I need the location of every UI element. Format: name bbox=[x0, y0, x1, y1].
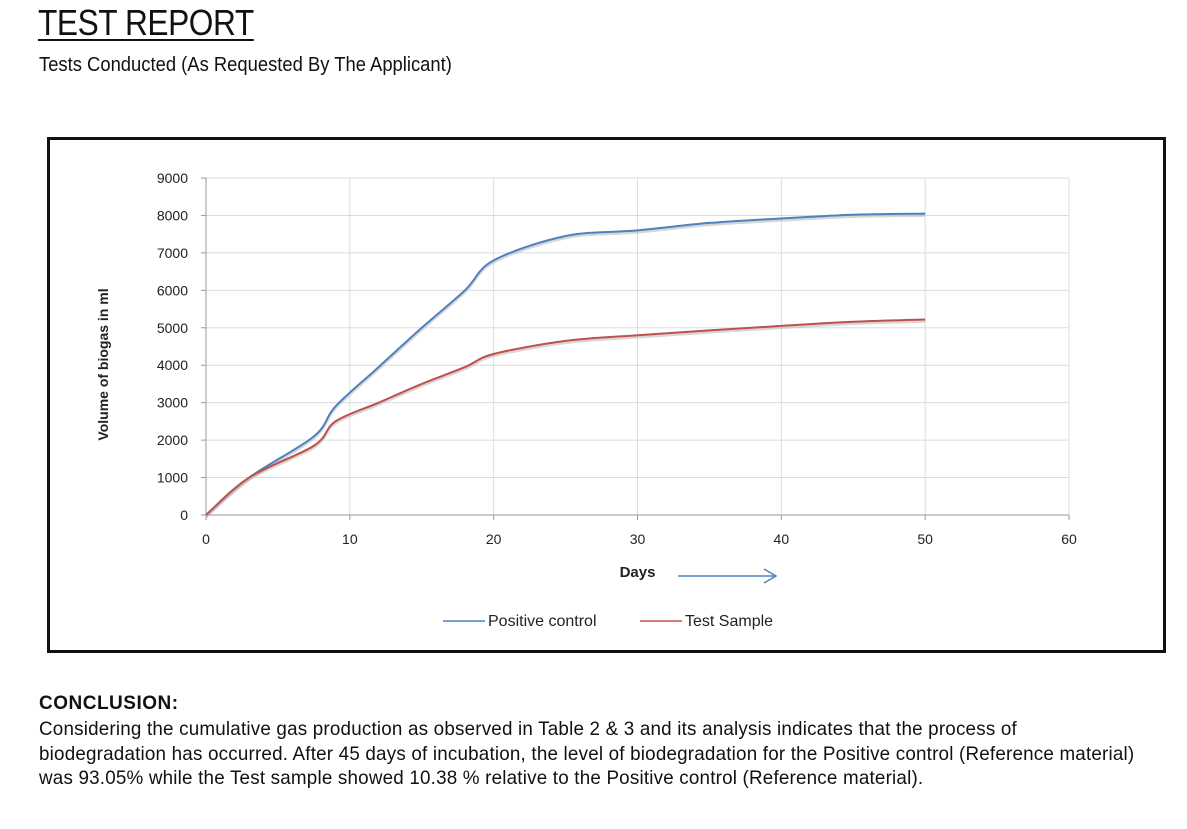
y-tick-label: 4000 bbox=[157, 357, 188, 373]
series-shadow-positive-control bbox=[205, 214, 926, 518]
biogas-line-chart: 0 1000 2000 3000 4000 5000 6000 7000 8000 9000 0 10… bbox=[95, 170, 1077, 630]
y-tick-label: 5000 bbox=[157, 320, 188, 336]
series-line-positive-control bbox=[205, 212, 926, 516]
report-title: TEST REPORT bbox=[38, 2, 254, 43]
y-tick-label: 9000 bbox=[157, 170, 188, 186]
report-subtitle: Tests Conducted (As Requested By The App… bbox=[39, 54, 452, 76]
series-shadow-test-sample bbox=[205, 320, 926, 518]
y-tick-label: 3000 bbox=[157, 395, 188, 411]
conclusion-text: Considering the cumulative gas productio… bbox=[39, 718, 1135, 789]
y-tick-label: 8000 bbox=[157, 207, 188, 223]
x-tick-label: 60 bbox=[1061, 531, 1077, 547]
y-axis-title: Volume of biogas in ml bbox=[95, 288, 111, 440]
x-tick-label: 40 bbox=[774, 531, 790, 547]
y-tick-label: 0 bbox=[180, 507, 188, 523]
x-axis-title: Days bbox=[620, 564, 656, 581]
legend-label: Positive control bbox=[488, 613, 597, 630]
x-tick-label: 20 bbox=[486, 531, 502, 547]
conclusion-heading: CONCLUSION: bbox=[39, 693, 179, 714]
legend-label: Test Sample bbox=[685, 613, 773, 630]
chart-frame: 0 1000 2000 3000 4000 5000 6000 7000 8000 9000 0 10… bbox=[47, 137, 1166, 653]
y-tick-label: 1000 bbox=[157, 470, 188, 486]
x-tick-label: 50 bbox=[917, 531, 933, 547]
x-tick-label: 10 bbox=[342, 531, 358, 547]
y-tick-label: 7000 bbox=[157, 245, 188, 261]
x-tick-label: 0 bbox=[202, 531, 210, 547]
series-line-test-sample bbox=[205, 318, 926, 516]
days-arrow-head bbox=[763, 568, 778, 584]
y-tick-label: 6000 bbox=[157, 282, 188, 298]
y-tick-label: 2000 bbox=[157, 432, 188, 448]
x-tick-label: 30 bbox=[630, 531, 646, 547]
